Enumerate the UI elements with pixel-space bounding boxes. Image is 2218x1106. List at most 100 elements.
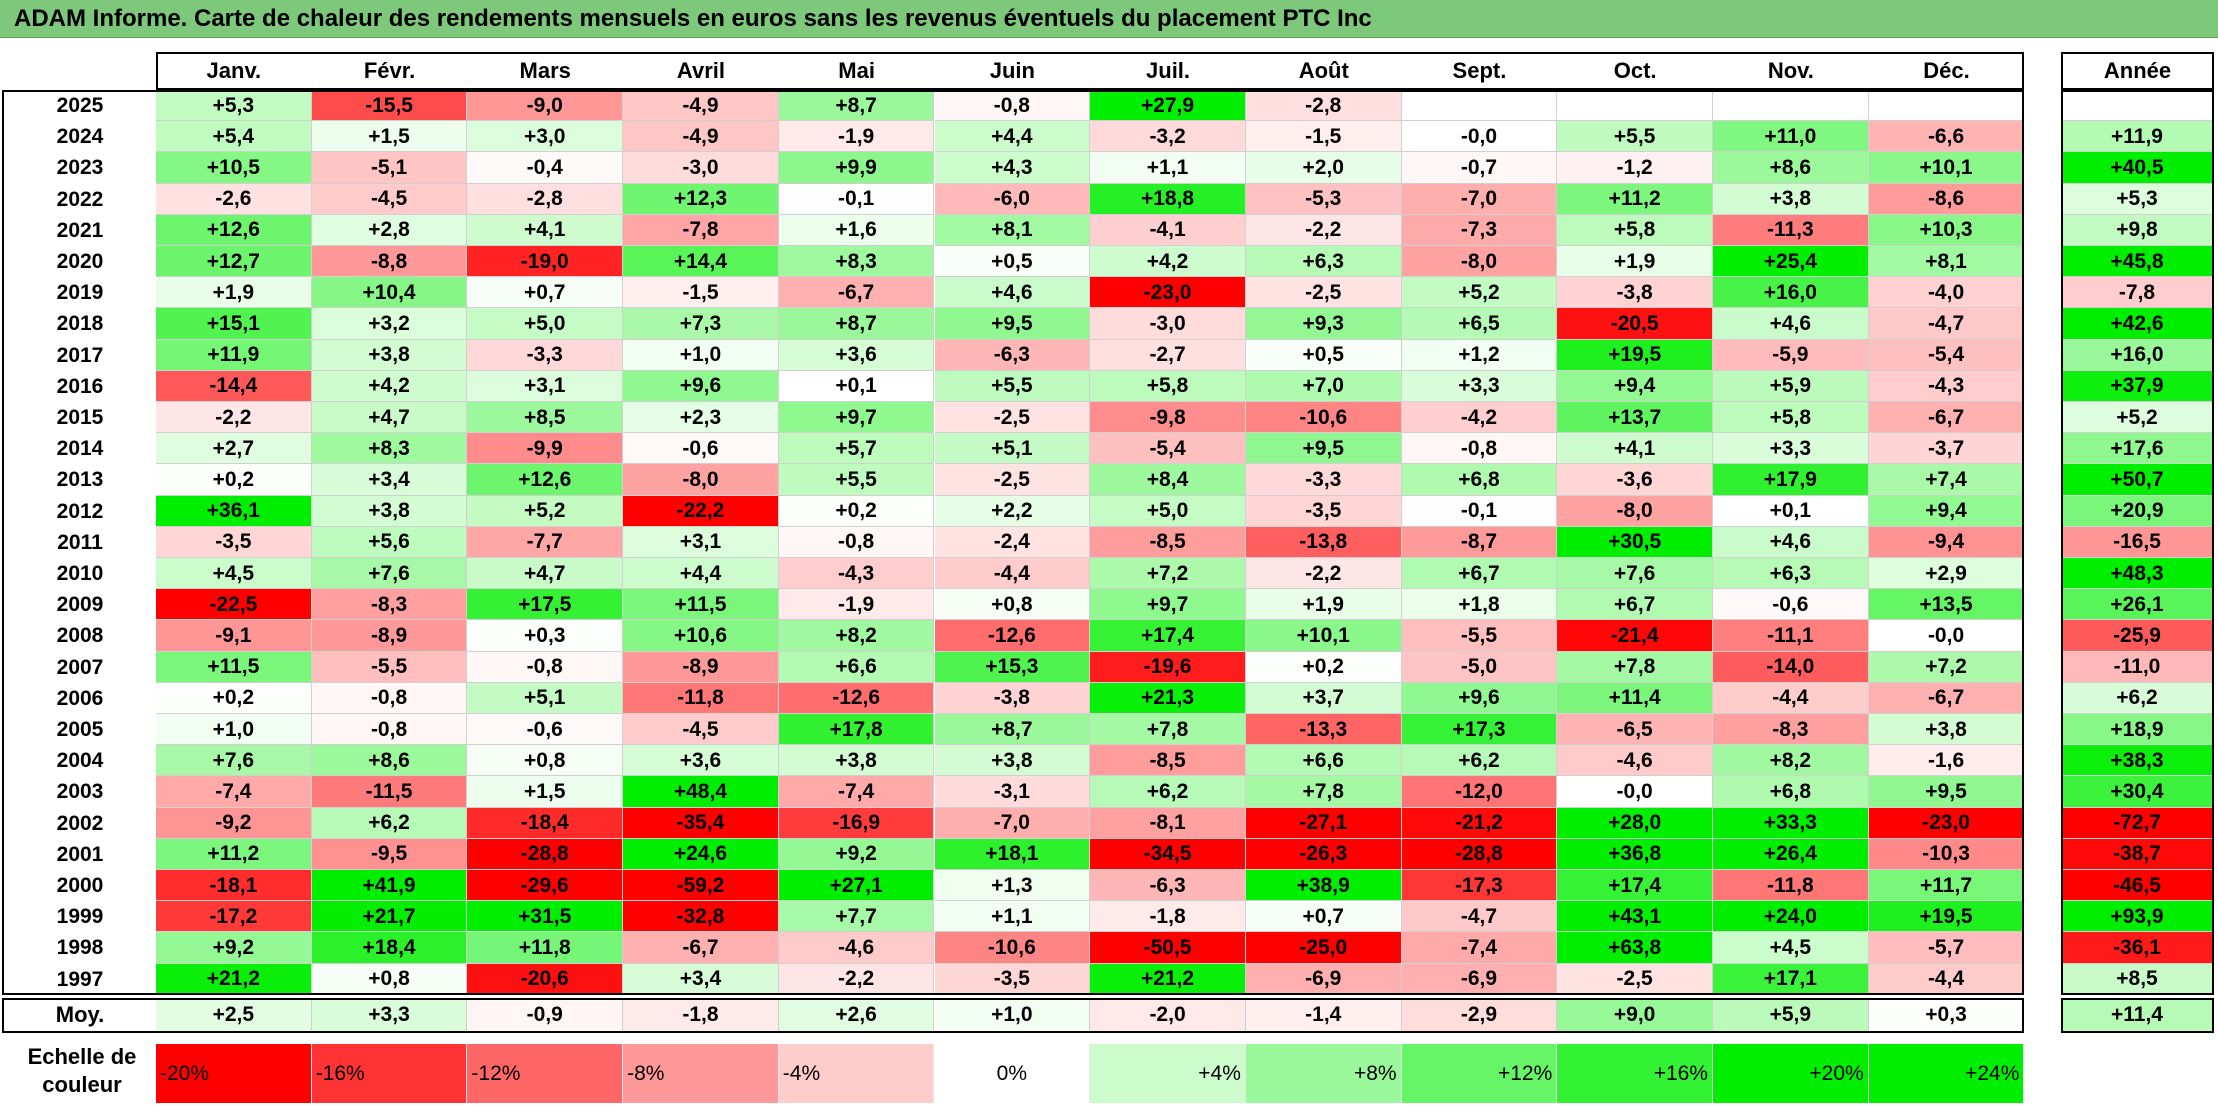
heatmap-cell: -4,7: [1401, 901, 1558, 933]
heatmap-cell: +21,2: [1090, 963, 1246, 995]
heatmap-cell: -7,8: [623, 214, 779, 246]
annual-cell: +9,8: [2061, 214, 2214, 246]
heatmap-cell: -4,9: [623, 121, 779, 153]
heatmap-cell: +4,2: [1090, 246, 1246, 278]
heatmap-cell: +0,2: [778, 495, 935, 527]
heatmap-cell: +8,6: [311, 745, 468, 777]
heatmap-cell: +0,5: [1245, 339, 1402, 371]
heatmap-cell: -22,5: [156, 589, 312, 621]
heatmap-cell: +11,2: [1557, 183, 1713, 215]
year-label: 2002: [56, 811, 104, 835]
year-label: 2001: [56, 842, 104, 866]
heatmap-cell: -3,8: [1557, 277, 1713, 309]
heatmap-cell: -11,3: [1713, 214, 1869, 246]
average-cell: +9,0: [1557, 997, 1713, 1033]
heatmap-cell: +38,9: [1245, 870, 1402, 902]
annual-cell: +42,6: [2061, 308, 2214, 340]
year-label: 1999: [56, 905, 104, 929]
heatmap-cell: +3,8: [311, 339, 468, 371]
heatmap-cell: -8,7: [1401, 526, 1558, 558]
heatmap-cell: +9,9: [778, 152, 935, 184]
heatmap-cell: +27,9: [1090, 90, 1246, 122]
heatmap-cell: -3,8: [934, 682, 1091, 714]
year-label: 1998: [56, 936, 104, 960]
heatmap-cell: +8,4: [1090, 464, 1246, 496]
heatmap-cell: -4,4: [1713, 682, 1869, 714]
year-label: 2003: [56, 780, 104, 804]
heatmap-cell: +1,6: [778, 214, 935, 246]
heatmap-cell: +3,8: [1713, 183, 1869, 215]
heatmap-cell: +3,1: [623, 526, 779, 558]
heatmap-cell: -23,0: [1868, 807, 2025, 839]
heatmap-cell: +4,6: [1713, 308, 1869, 340]
heatmap-cell: -4,1: [1090, 214, 1246, 246]
heatmap-cell: +26,4: [1713, 838, 1869, 870]
heatmap-cell: +1,9: [156, 277, 312, 309]
heatmap-cell: +6,7: [1401, 558, 1558, 590]
heatmap-cell: -21,4: [1557, 620, 1713, 652]
heatmap-cell: +0,8: [311, 963, 468, 995]
heatmap-cell: +3,6: [778, 339, 935, 371]
heatmap-cell: +17,4: [1557, 870, 1713, 902]
heatmap-cell: -59,2: [623, 870, 779, 902]
scale-swatch: 0%: [934, 1044, 1091, 1103]
year-label: 2000: [56, 874, 104, 898]
heatmap-cell: -11,1: [1713, 620, 1869, 652]
heatmap-cell: -1,9: [778, 589, 935, 621]
heatmap-cell: +9,4: [1868, 495, 2025, 527]
heatmap-cell: +5,8: [1557, 214, 1713, 246]
heatmap-cell: -19,0: [467, 246, 624, 278]
heatmap-cell: +31,5: [467, 901, 624, 933]
year-label: 2016: [56, 374, 104, 398]
annual-cell: +30,4: [2061, 776, 2214, 808]
heatmap-cell: +1,9: [1557, 246, 1713, 278]
heatmap-cell: +7,7: [778, 901, 935, 933]
heatmap-cell: -0,8: [467, 651, 624, 683]
heatmap-cell: +4,6: [1713, 526, 1869, 558]
year-label: 2013: [56, 468, 104, 492]
year-label: 2025: [56, 94, 104, 118]
annual-cell: +16,0: [2061, 339, 2214, 371]
heatmap-cell: +17,3: [1401, 714, 1558, 746]
heatmap-cell: -3,5: [1245, 495, 1402, 527]
heatmap-cell: +4,4: [934, 121, 1091, 153]
heatmap-cell: +17,4: [1090, 620, 1246, 652]
heatmap-cell: +3,1: [467, 370, 624, 402]
heatmap-cell: +2,9: [1868, 558, 2025, 590]
scale-swatch: +4%: [1090, 1044, 1246, 1103]
heatmap-cell: -4,5: [623, 714, 779, 746]
heatmap-cell: +1,5: [311, 121, 468, 153]
annual-cell: +38,3: [2061, 745, 2214, 777]
heatmap-cell: -8,0: [1401, 246, 1558, 278]
heatmap-cell: +10,5: [156, 152, 312, 184]
heatmap-cell: -0,0: [1401, 121, 1558, 153]
scale-swatch: +12%: [1401, 1044, 1558, 1103]
heatmap-cell: +7,2: [1868, 651, 2025, 683]
heatmap-cell: +1,3: [934, 870, 1091, 902]
heatmap-cell: -7,7: [467, 526, 624, 558]
heatmap-cell: +7,6: [156, 745, 312, 777]
year-label: 1997: [56, 967, 104, 991]
heatmap-cell: +5,0: [1090, 495, 1246, 527]
heatmap-cell: +4,1: [467, 214, 624, 246]
heatmap-cell: +17,9: [1713, 464, 1869, 496]
heatmap-cell: -17,2: [156, 901, 312, 933]
heatmap-cell: +6,3: [1245, 246, 1402, 278]
heatmap-cell: -17,3: [1401, 870, 1558, 902]
heatmap-cell: -6,7: [1868, 682, 2025, 714]
annual-cell: -46,5: [2061, 870, 2214, 902]
heatmap-cell: +30,5: [1557, 526, 1713, 558]
heatmap-cell: -3,1: [934, 776, 1091, 808]
heatmap-cell: +4,5: [156, 558, 312, 590]
heatmap-cell: -0,1: [1401, 495, 1558, 527]
heatmap-cell: +3,0: [467, 121, 624, 153]
heatmap-cell: -8,3: [311, 589, 468, 621]
heatmap-cell: -5,9: [1713, 339, 1869, 371]
heatmap-cell: +5,8: [1713, 402, 1869, 434]
chart-title: ADAM Informe. Carte de chaleur des rende…: [14, 5, 1372, 32]
heatmap-cell: +8,3: [778, 246, 935, 278]
year-label: 2020: [56, 250, 104, 274]
heatmap-cell: -5,4: [1868, 339, 2025, 371]
heatmap-cell: -3,0: [623, 152, 779, 184]
heatmap-cell: +6,2: [1090, 776, 1246, 808]
